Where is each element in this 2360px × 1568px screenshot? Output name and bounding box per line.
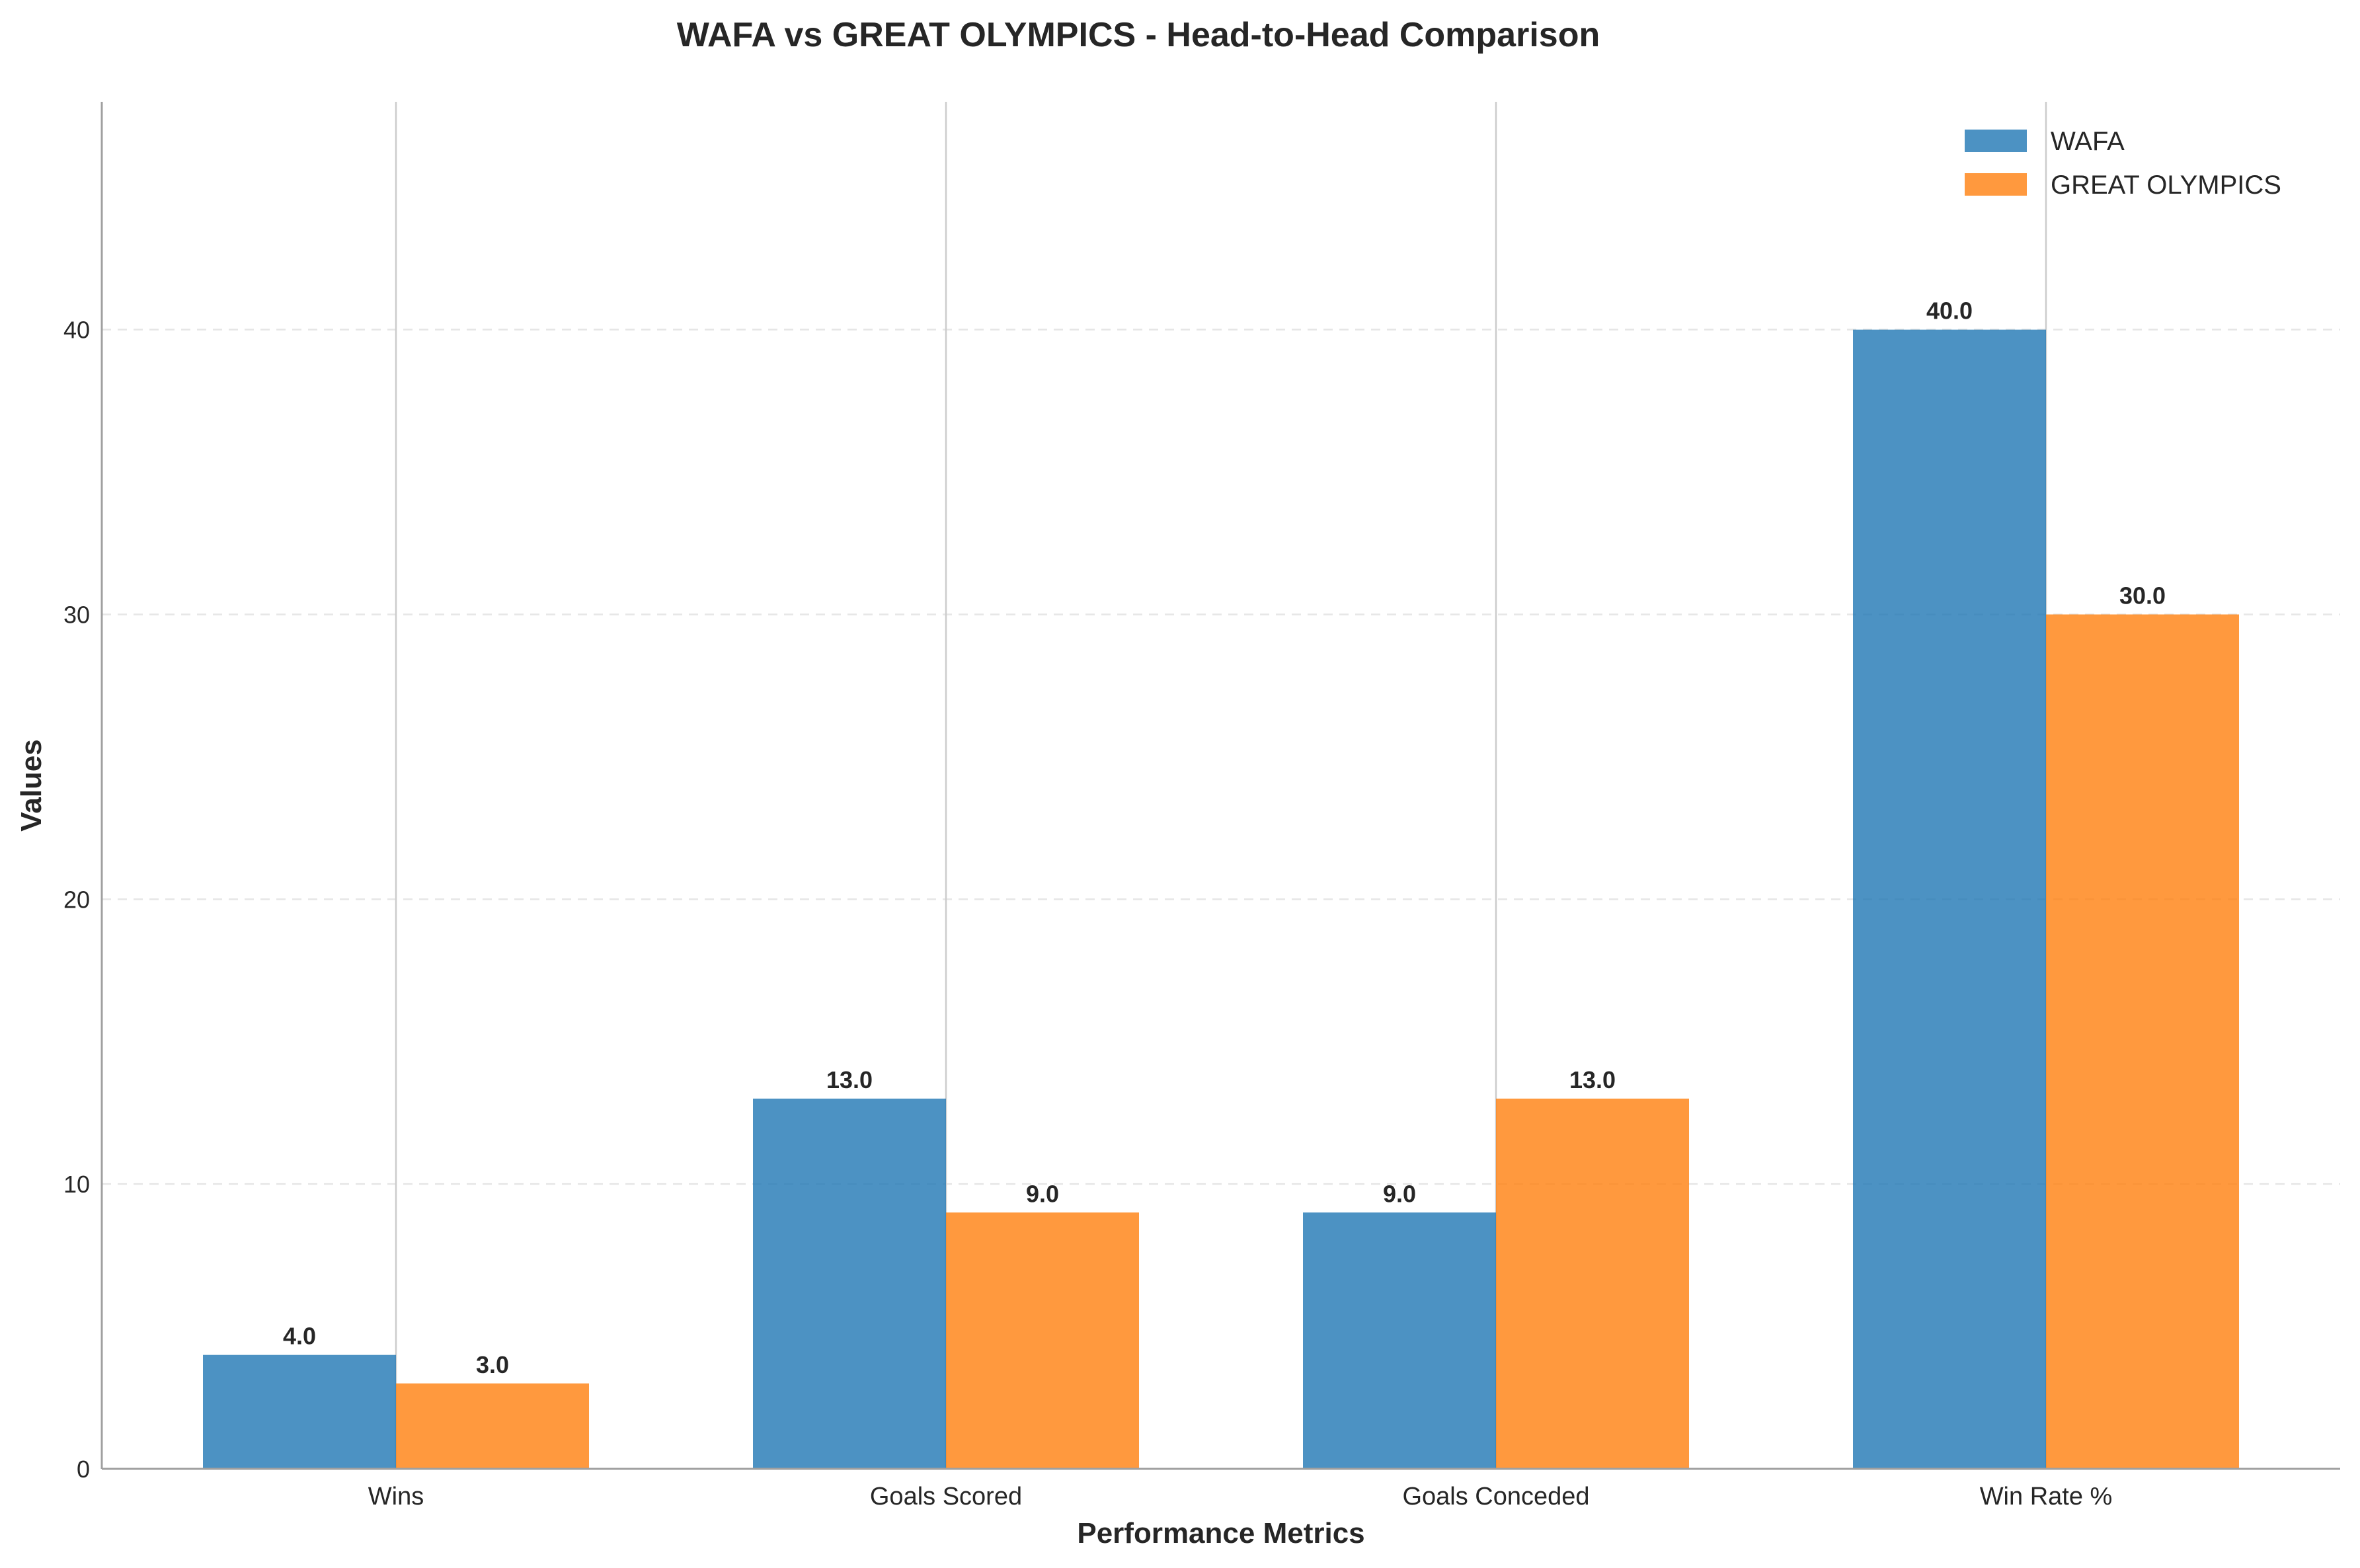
axes (100, 102, 2340, 1470)
value-labels: 4.0 13.0 9.0 40.0 3.0 9.0 13.0 30.0 (283, 297, 2166, 1378)
value-label-wafa-goals-conceded: 9.0 (1383, 1180, 1416, 1207)
bar-wafa-wins (203, 1354, 396, 1469)
bar-wafa-win-rate (1853, 329, 2046, 1470)
x-tick-labels: Wins Goals Scored Goals Conceded Win Rate % (368, 1483, 2113, 1510)
value-label-great-olympics-win-rate: 30.0 (2119, 582, 2166, 609)
value-label-great-olympics-goals-conceded: 13.0 (1569, 1066, 1616, 1093)
x-tick-label-win-rate: Win Rate % (1980, 1483, 2113, 1510)
bar-great-olympics-wins (396, 1383, 589, 1469)
y-tick-labels: 0 10 20 30 40 (63, 317, 90, 1483)
value-label-great-olympics-goals-scored: 9.0 (1026, 1180, 1059, 1207)
legend: WAFA GREAT OLYMPICS (1965, 127, 2281, 200)
legend-label-wafa: WAFA (2051, 127, 2125, 156)
y-tick-label: 10 (63, 1171, 90, 1198)
y-tick-label: 0 (77, 1456, 90, 1483)
y-tick-label: 20 (63, 886, 90, 913)
y-tick-label: 40 (63, 317, 90, 344)
bar-wafa-goals-conceded (1303, 1212, 1496, 1469)
x-tick-label-goals-conceded: Goals Conceded (1402, 1483, 1589, 1510)
value-label-great-olympics-wins: 3.0 (476, 1351, 509, 1378)
bar-great-olympics-goals-conceded (1496, 1098, 1689, 1469)
y-tick-label: 30 (63, 602, 90, 629)
x-tick-label-wins: Wins (368, 1483, 424, 1510)
bar-wafa-goals-scored (753, 1098, 946, 1469)
bar-great-olympics-win-rate (2046, 614, 2239, 1469)
legend-swatch-great-olympics (1965, 173, 2027, 196)
bars (203, 329, 2239, 1470)
chart-title: WAFA vs GREAT OLYMPICS - Head-to-Head Co… (677, 16, 1600, 54)
y-axis-label: Values (15, 739, 48, 831)
value-label-wafa-win-rate: 40.0 (1926, 297, 1973, 325)
x-tick-label-goals-scored: Goals Scored (870, 1483, 1022, 1510)
value-label-wafa-wins: 4.0 (283, 1323, 316, 1350)
x-axis-label: Performance Metrics (1077, 1517, 1364, 1549)
bar-great-olympics-goals-scored (946, 1212, 1139, 1469)
legend-swatch-wafa (1965, 130, 2027, 152)
legend-label-great-olympics: GREAT OLYMPICS (2051, 171, 2281, 200)
value-label-wafa-goals-scored: 13.0 (826, 1066, 873, 1093)
